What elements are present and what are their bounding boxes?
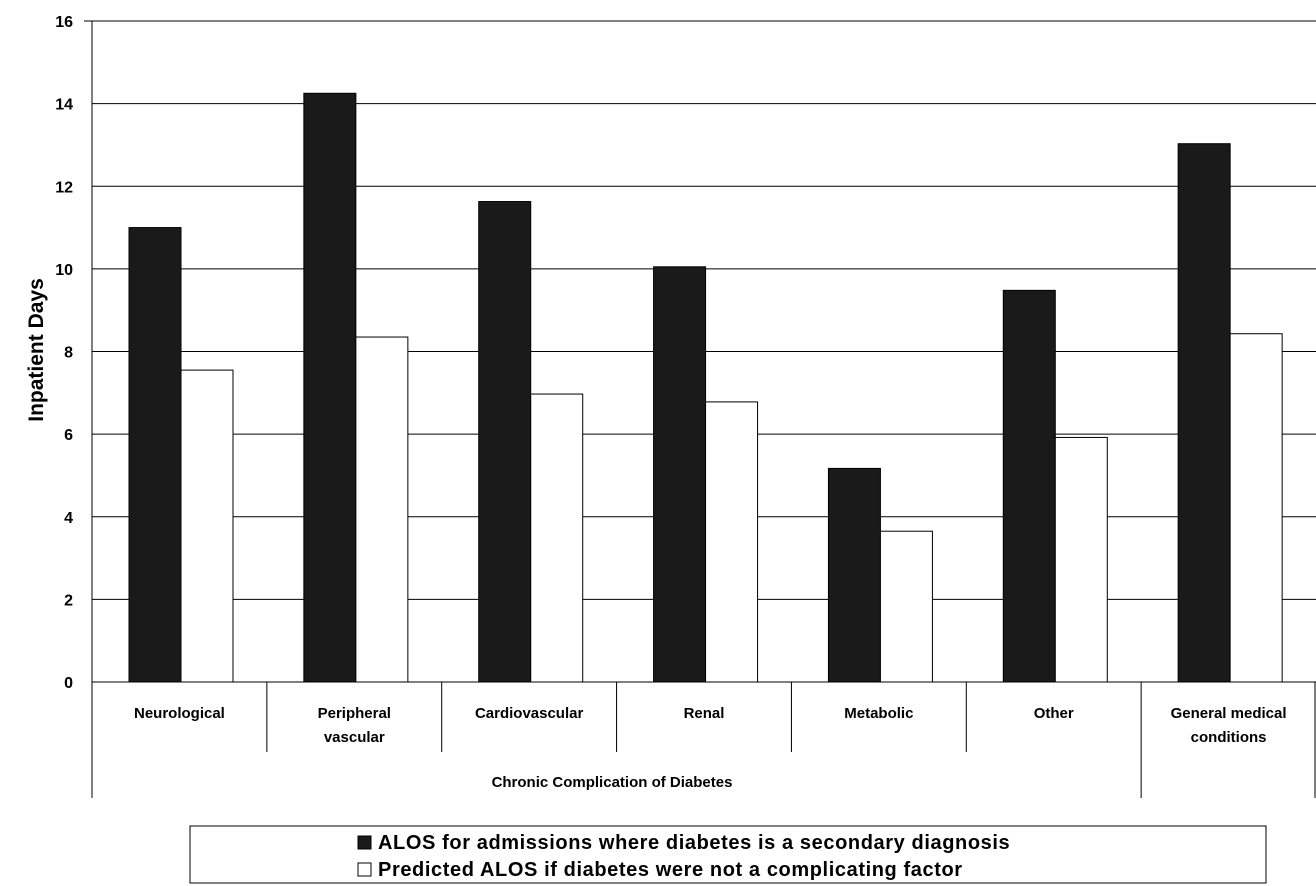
x-tick-label: Peripheral	[318, 705, 391, 722]
y-tick-label: 16	[55, 14, 73, 31]
bar-series-1	[827, 467, 881, 683]
legend-label-series-1: ALOS for admissions where diabetes is a …	[378, 832, 1010, 854]
x-tick-label: Renal	[684, 705, 725, 722]
legend-swatch-series-2	[357, 862, 372, 877]
y-axis-title: Inpatient Days	[25, 278, 48, 422]
bar-series-2	[355, 336, 409, 683]
legend: ALOS for admissions where diabetes is a …	[189, 825, 1267, 884]
bar-series-1	[1002, 289, 1056, 683]
category-labels: Neurological Peripheral vascular Cardiovasc…	[134, 705, 1287, 746]
y-tick-label: 6	[64, 427, 73, 444]
y-tick-label: 10	[55, 262, 73, 279]
x-tick-label: Neurological	[134, 705, 225, 722]
bar-series-2	[705, 401, 759, 683]
bar-series-1	[478, 201, 532, 683]
legend-label-series-2: Predicted ALOS if diabetes were not a co…	[378, 859, 963, 881]
bar-series-2	[530, 393, 584, 683]
bars	[128, 92, 1283, 683]
y-tick-label: 8	[64, 345, 73, 362]
y-tick-label: 0	[64, 675, 73, 692]
x-tick-label: Other	[1034, 705, 1074, 722]
category-group-label: Chronic Complication of Diabetes	[492, 774, 733, 791]
bar-series-1	[1177, 143, 1231, 683]
bar-series-2	[879, 530, 933, 683]
x-tick-label: Cardiovascular	[475, 705, 584, 722]
y-tick-labels: 0 2 4 6 8 10 12 14 16	[55, 14, 73, 692]
x-tick-label: General medical	[1171, 705, 1287, 722]
bar-series-2	[180, 369, 234, 683]
x-tick-label: conditions	[1191, 729, 1267, 746]
legend-swatch-series-1	[357, 835, 372, 850]
bar-series-2	[1054, 436, 1108, 683]
y-tick-label: 12	[55, 179, 73, 196]
bar-series-1	[128, 227, 182, 683]
y-tick-label: 14	[55, 97, 73, 114]
y-tick-label: 2	[64, 592, 73, 609]
y-tick-label: 4	[64, 510, 73, 527]
bar-series-2	[1229, 333, 1283, 683]
x-tick-label: Metabolic	[844, 705, 913, 722]
axes	[84, 20, 1316, 798]
bar-series-1	[653, 266, 707, 683]
x-tick-label: vascular	[324, 729, 385, 746]
bar-series-1	[303, 92, 357, 683]
